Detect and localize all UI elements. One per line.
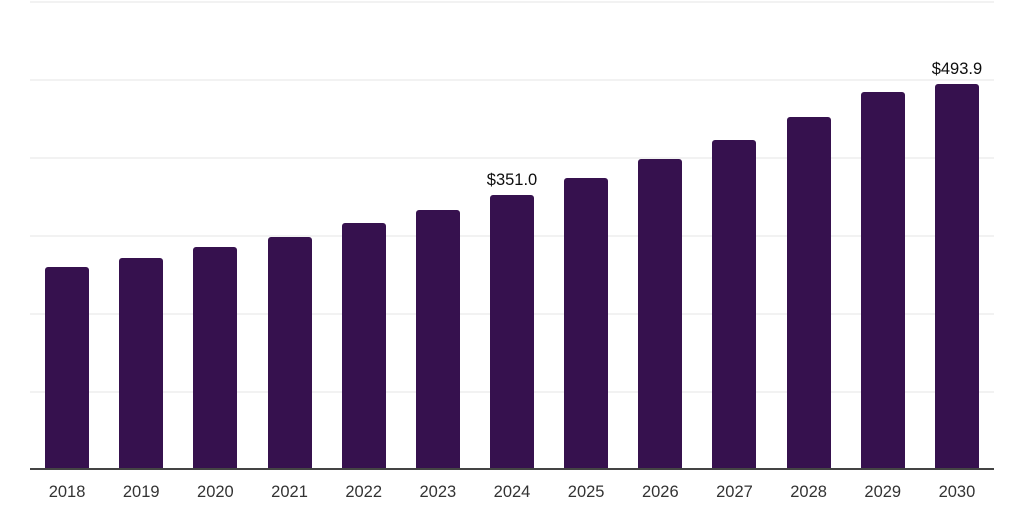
x-axis-line <box>30 468 994 470</box>
x-tick-2026: 2026 <box>641 483 679 501</box>
bar-2019 <box>119 258 164 469</box>
x-tick-2022: 2022 <box>345 483 383 501</box>
bar-2030 <box>934 84 979 469</box>
bar-2023 <box>415 210 460 469</box>
bar-2025 <box>564 178 609 469</box>
plot-area: $351.0 $493.9 <box>30 0 994 470</box>
x-tick-2025: 2025 <box>567 483 605 501</box>
x-tick-2019: 2019 <box>122 483 160 501</box>
bar-2026 <box>638 159 683 469</box>
bar-2022 <box>341 223 386 469</box>
gridline <box>30 157 994 159</box>
x-tick-2020: 2020 <box>197 483 234 501</box>
gridline <box>30 79 994 81</box>
x-tick-2028: 2028 <box>790 483 827 501</box>
x-tick-2027: 2027 <box>716 483 753 501</box>
x-tick-2024: 2024 <box>493 483 531 501</box>
bar-2029 <box>860 92 905 469</box>
data-label-2024: $351.0 <box>486 171 538 189</box>
bar-2021 <box>267 237 312 469</box>
bar-2028 <box>786 117 831 469</box>
bar-2020 <box>193 247 238 469</box>
gridline <box>30 1 994 3</box>
x-tick-2030: 2030 <box>938 483 976 501</box>
data-label-2030: $493.9 <box>931 60 983 78</box>
bar-2018 <box>45 267 90 469</box>
x-tick-2021: 2021 <box>271 483 308 501</box>
bar-2027 <box>712 140 757 469</box>
x-tick-2018: 2018 <box>48 483 86 501</box>
x-tick-2029: 2029 <box>864 483 902 501</box>
bar-2024 <box>490 195 534 469</box>
x-tick-2023: 2023 <box>419 483 457 501</box>
